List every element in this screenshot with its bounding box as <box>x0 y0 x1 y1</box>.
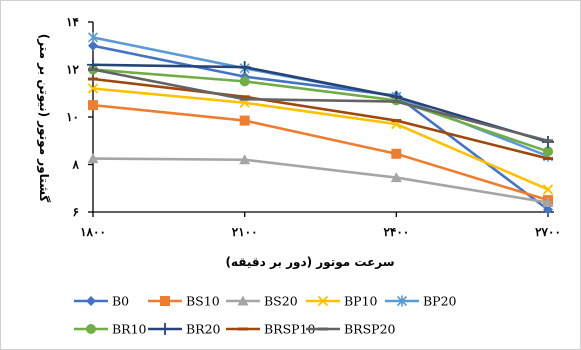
series-brsp10 <box>88 77 553 161</box>
legend-item-brsp20: BRSP20 <box>306 322 396 337</box>
legend-swatch-marker <box>396 295 408 307</box>
legend-swatch-marker <box>86 296 96 306</box>
series-line-b0 <box>92 44 549 211</box>
legend-swatch-marker <box>159 323 171 335</box>
legend-label: BS10 <box>186 294 220 309</box>
data-point-bs20 <box>87 153 99 164</box>
series-line-bs10 <box>92 103 549 202</box>
legend-item-br20: BR20 <box>148 322 221 337</box>
legend-item-bs20: BS20 <box>226 294 298 309</box>
legend-item-brsp10: BRSP10 <box>226 322 316 337</box>
legend-label: BR20 <box>186 322 221 337</box>
legend-label: BP20 <box>423 294 457 309</box>
series-line-bp10 <box>92 87 549 191</box>
x-tick-label: ۲۷۰۰ <box>535 225 561 239</box>
x-tick-label: ۲۱۰۰ <box>232 225 258 239</box>
legend-item-b0: B0 <box>74 294 129 309</box>
legend-label: BRSP20 <box>344 322 396 337</box>
series-line-brsp10 <box>92 77 549 160</box>
legend-swatch-marker <box>237 295 249 306</box>
legend-label: BR10 <box>112 322 147 337</box>
y-tick-label: ۱۰ <box>66 110 79 124</box>
legend-swatch-marker <box>160 296 170 306</box>
data-point-b0 <box>543 204 553 215</box>
series-line-brsp20 <box>92 68 549 143</box>
legend-swatch-marker <box>86 324 96 334</box>
data-point-bs20 <box>390 172 402 183</box>
y-axis-title: گشتاور موتور (نیوتن بر متر) <box>36 34 51 203</box>
axes: ۶ ۸ ۱۰ ۱۲ ۱۴ ۱۸۰۰ ۲۱۰۰ ۲۴۰۰ ۲۷۰۰ <box>66 15 561 239</box>
y-tick-label: ۱۴ <box>66 15 79 29</box>
legend-label: BS20 <box>264 294 298 309</box>
legend-label: BRSP10 <box>264 322 316 337</box>
series-brsp20 <box>88 68 553 143</box>
data-point-br10 <box>239 76 250 87</box>
data-point-bp10 <box>87 83 99 94</box>
data-point-bs10 <box>391 148 402 159</box>
legend-label: BP10 <box>344 294 378 309</box>
legend-item-bs10: BS10 <box>148 294 220 309</box>
legend: B0 BS10 BS20 BP10 BP20 BR10 BR20 BRSP10 BRSP20 <box>74 294 457 337</box>
legend-item-br10: BR10 <box>74 322 147 337</box>
legend-swatch-marker <box>317 295 329 307</box>
series-line-br20 <box>92 63 549 144</box>
data-point-bs10 <box>88 100 98 111</box>
x-tick-label: ۲۴۰۰ <box>383 225 409 239</box>
series-line-bs20 <box>92 157 549 204</box>
data-point-bp20 <box>87 31 99 43</box>
y-tick-label: ۶ <box>73 205 79 219</box>
y-tick-label: ۸ <box>72 158 80 172</box>
data-point-bs10 <box>239 115 250 126</box>
series-group <box>87 31 554 215</box>
data-point-bp10 <box>542 184 554 195</box>
x-tick-label: ۱۸۰۰ <box>80 225 106 239</box>
data-point-bs20 <box>239 154 251 165</box>
legend-item-bp20: BP20 <box>385 294 457 309</box>
y-tick-label: ۱۲ <box>66 63 79 77</box>
data-point-br20 <box>238 61 251 74</box>
legend-label: B0 <box>112 294 129 309</box>
data-point-b0 <box>88 40 98 51</box>
data-point-br10 <box>543 146 553 157</box>
x-axis-title: سرعت موتور (دور بر دقیقه) <box>225 255 394 270</box>
series-bs20 <box>87 153 554 207</box>
legend-item-bp10: BP10 <box>306 294 378 309</box>
series-line-br10 <box>92 68 549 153</box>
data-point-bs20 <box>542 197 554 207</box>
